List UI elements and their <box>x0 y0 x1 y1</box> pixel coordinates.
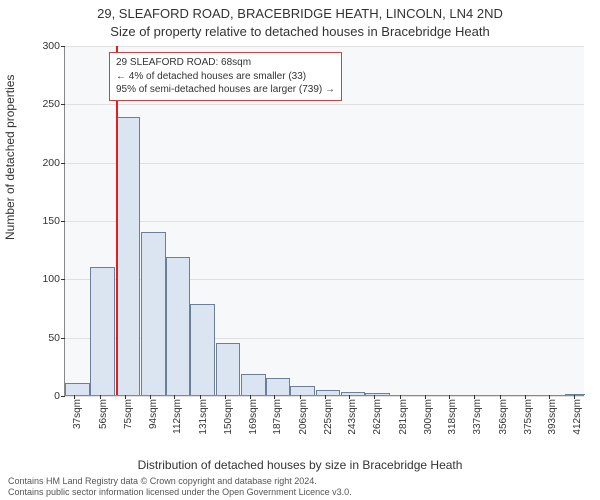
gridline <box>65 46 584 47</box>
xtick-label: 412sqm <box>572 399 583 435</box>
xtick-label: 131sqm <box>198 399 209 435</box>
footer-line2: Contains public sector information licen… <box>8 487 592 498</box>
ytick-label: 50 <box>48 332 60 344</box>
xtick-label: 300sqm <box>423 399 434 435</box>
ytick-label: 300 <box>42 40 60 52</box>
histogram-bar <box>365 393 390 395</box>
ytick-mark <box>61 46 65 47</box>
xtick-label: 318sqm <box>447 399 458 435</box>
histogram-bar <box>116 117 141 395</box>
histogram-bar <box>316 390 341 395</box>
xtick-label: 94sqm <box>148 399 159 429</box>
xtick-label: 337sqm <box>472 399 483 435</box>
chart-title-line2: Size of property relative to detached ho… <box>0 24 600 39</box>
histogram-bar <box>266 378 290 396</box>
histogram-bar <box>65 383 90 395</box>
xtick-label: 262sqm <box>372 399 383 435</box>
chart-title-line1: 29, SLEAFORD ROAD, BRACEBRIDGE HEATH, LI… <box>0 6 600 21</box>
xtick-label: 112sqm <box>172 399 183 434</box>
annotation-line: 95% of semi-detached houses are larger (… <box>116 83 335 97</box>
xtick-label: 150sqm <box>223 399 234 435</box>
gridline <box>65 221 584 222</box>
ytick-mark <box>61 338 65 339</box>
x-axis-label: Distribution of detached houses by size … <box>0 458 600 472</box>
histogram-bar <box>90 267 115 395</box>
ytick-mark <box>61 163 65 164</box>
ytick-mark <box>61 104 65 105</box>
xtick-label: 375sqm <box>523 399 534 435</box>
xtick-label: 225sqm <box>323 399 334 435</box>
histogram-bar <box>166 257 190 395</box>
footer-attribution: Contains HM Land Registry data © Crown c… <box>8 476 592 498</box>
gridline <box>65 163 584 164</box>
histogram-bar <box>290 386 315 395</box>
histogram-bar <box>241 374 266 395</box>
footer-line1: Contains HM Land Registry data © Crown c… <box>8 476 592 487</box>
plot-area: 05010015020025030037sqm56sqm75sqm94sqm11… <box>64 46 584 396</box>
xtick-label: 37sqm <box>72 399 83 429</box>
ytick-label: 0 <box>54 390 60 402</box>
histogram-bar <box>190 304 215 395</box>
xtick-label: 206sqm <box>298 399 309 435</box>
chart-container: 29, SLEAFORD ROAD, BRACEBRIDGE HEATH, LI… <box>0 0 600 500</box>
ytick-label: 150 <box>42 215 60 227</box>
ytick-mark <box>61 221 65 222</box>
xtick-label: 393sqm <box>547 399 558 435</box>
xtick-label: 169sqm <box>248 399 259 435</box>
ytick-label: 250 <box>42 98 60 110</box>
ytick-label: 200 <box>42 157 60 169</box>
ytick-mark <box>61 396 65 397</box>
xtick-label: 187sqm <box>272 399 283 435</box>
annotation-line: 29 SLEAFORD ROAD: 68sqm <box>116 56 335 70</box>
annotation-box: 29 SLEAFORD ROAD: 68sqm← 4% of detached … <box>109 52 342 101</box>
gridline <box>65 104 584 105</box>
ytick-mark <box>61 279 65 280</box>
xtick-label: 56sqm <box>98 399 109 429</box>
annotation-line: ← 4% of detached houses are smaller (33) <box>116 70 335 84</box>
xtick-label: 243sqm <box>347 399 358 435</box>
histogram-bar <box>341 392 365 396</box>
histogram-bar <box>216 343 241 396</box>
histogram-bar <box>141 232 166 395</box>
xtick-label: 356sqm <box>498 399 509 435</box>
y-axis-label: Number of detached properties <box>3 75 17 240</box>
xtick-label: 75sqm <box>123 399 134 429</box>
xtick-label: 281sqm <box>398 399 409 435</box>
ytick-label: 100 <box>42 273 60 285</box>
